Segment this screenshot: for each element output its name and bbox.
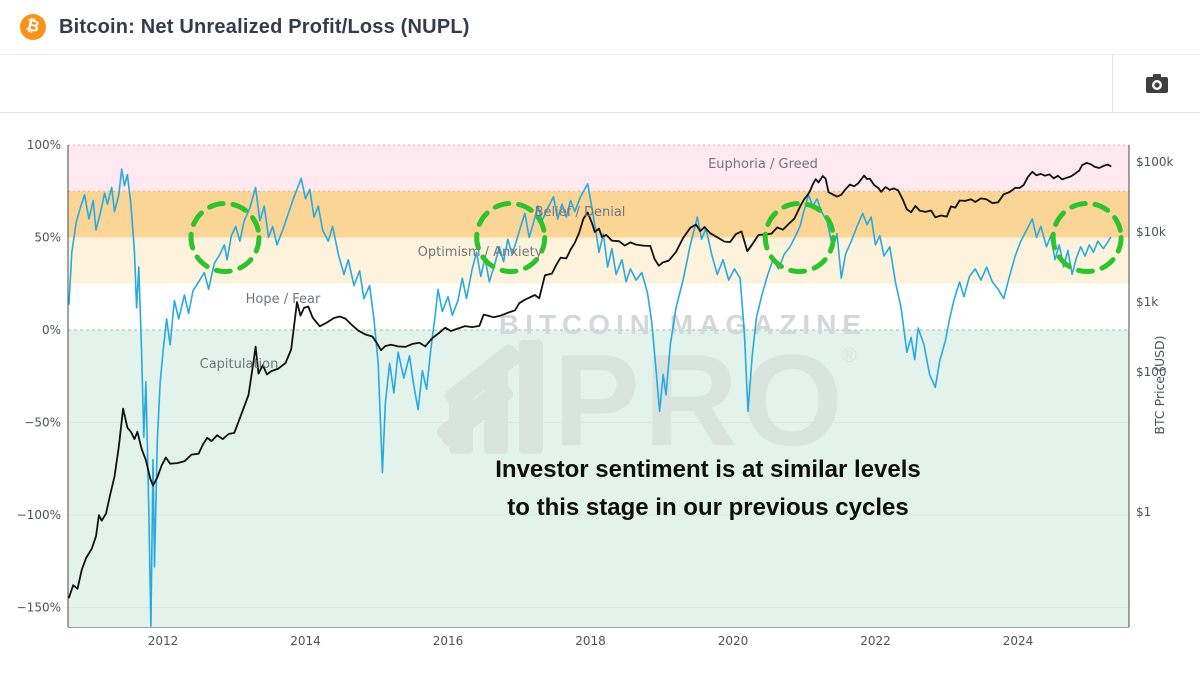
bitcoin-icon: ₿ bbox=[20, 14, 46, 40]
watermark-registered-mark: ® bbox=[842, 345, 857, 367]
band-capitulation bbox=[68, 330, 1129, 627]
series-btc-price bbox=[68, 162, 1112, 599]
highlight-circle bbox=[188, 201, 262, 274]
band-label-hope: Hope / Fear bbox=[246, 292, 321, 307]
watermark: BITCOIN MAGAZINE PRO ® bbox=[436, 309, 867, 473]
right-axis-tick-label: $10k bbox=[1136, 225, 1166, 239]
series-lines bbox=[68, 162, 1112, 627]
x-axis-tick-label: 2024 bbox=[1003, 634, 1034, 648]
x-axis-tick-label: 2012 bbox=[148, 634, 179, 648]
right-axis-tick-label: $100 bbox=[1136, 365, 1167, 379]
left-axis-tick-label: 100% bbox=[27, 138, 61, 152]
camera-icon bbox=[1146, 73, 1168, 93]
band-labels: Euphoria / Greed Belief / Denial Optimis… bbox=[200, 157, 818, 372]
watermark-brand-text: BITCOIN MAGAZINE bbox=[499, 309, 867, 340]
gridlines bbox=[68, 144, 1129, 608]
band-label-euphoria: Euphoria / Greed bbox=[708, 157, 818, 172]
toolbar-divider bbox=[1112, 55, 1113, 112]
right-axis-title: BTC Price (USD) bbox=[1152, 335, 1167, 434]
annotation-line-1: Investor sentiment is at similar levels bbox=[495, 456, 921, 483]
right-axis-tick-label: $1k bbox=[1136, 295, 1158, 309]
x-axis-tick-label: 2016 bbox=[433, 634, 464, 648]
right-axis-tick-label: $1 bbox=[1136, 505, 1151, 519]
bitcoin-glyph: ₿ bbox=[24, 16, 42, 37]
left-axis-tick-label: 50% bbox=[34, 231, 61, 245]
left-axis-tick-label: 0% bbox=[42, 323, 61, 337]
chart-toolbar bbox=[0, 55, 1200, 113]
x-axis-tick-label: 2022 bbox=[860, 634, 891, 648]
highlight-circle bbox=[474, 201, 548, 274]
screenshot-button[interactable] bbox=[1137, 65, 1177, 101]
right-axis-tick-label: $100k bbox=[1136, 155, 1174, 169]
annotation-line-2: to this stage in our previous cycles bbox=[507, 494, 908, 521]
x-axis-tick-label: 2014 bbox=[290, 634, 321, 648]
band-label-belief: Belief / Denial bbox=[535, 205, 626, 220]
x-axis-tick-label: 2020 bbox=[718, 634, 749, 648]
series-nupl bbox=[68, 168, 1112, 627]
nupl-chart: BITCOIN MAGAZINE PRO ® 100% 50% 0% −50% −100… bbox=[17, 138, 1174, 648]
left-axis-tick-label: −150% bbox=[17, 601, 61, 615]
highlight-circles bbox=[188, 201, 1124, 274]
band-label-optimism: Optimism / Anxiety bbox=[418, 245, 543, 260]
page-title: Bitcoin: Net Unrealized Profit/Loss (NUP… bbox=[59, 15, 470, 38]
left-axis-tick-label: −50% bbox=[24, 416, 61, 430]
annotation: Investor sentiment is at similar levels … bbox=[495, 456, 921, 521]
axes: 100% 50% 0% −50% −100% −150% $100k $10k $1k $100 $… bbox=[17, 138, 1174, 648]
band-label-capitulation: Capitulation bbox=[200, 357, 279, 372]
left-axis-tick-label: −100% bbox=[17, 508, 61, 522]
band-euphoria-greed bbox=[68, 145, 1129, 192]
x-axis-tick-label: 2018 bbox=[575, 634, 606, 648]
sentiment-bands bbox=[68, 145, 1129, 627]
highlight-circle bbox=[1050, 201, 1124, 274]
page-header: ₿ Bitcoin: Net Unrealized Profit/Loss (N… bbox=[0, 0, 1200, 55]
watermark-candles-icon bbox=[436, 340, 543, 454]
highlight-circle bbox=[762, 201, 836, 274]
watermark-pro-text: PRO bbox=[553, 327, 847, 473]
